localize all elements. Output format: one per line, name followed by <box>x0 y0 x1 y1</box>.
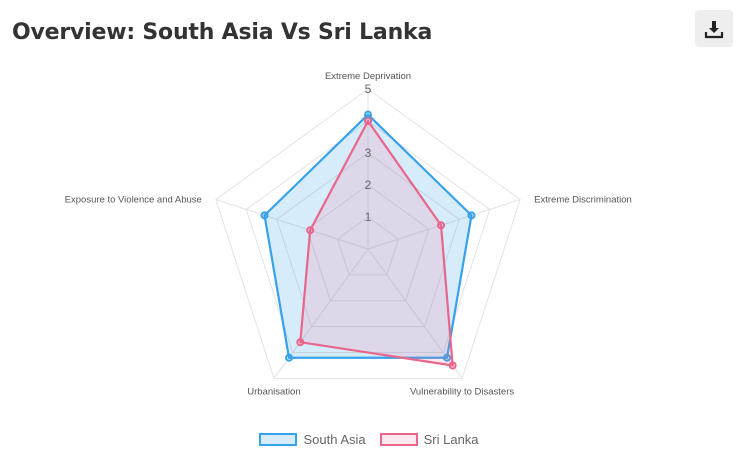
download-icon <box>704 20 724 38</box>
point-south-asia-extreme-deprivation[interactable] <box>364 110 372 119</box>
point-south-asia-exposure-to-violence-and-abuse[interactable] <box>260 211 269 220</box>
point-south-asia-vulnerability-to-disasters[interactable] <box>442 353 451 362</box>
legend-item-sri-lanka[interactable]: Sri Lanka <box>379 432 479 447</box>
axis-label-urbanisation: Urbanisation <box>247 386 300 397</box>
axis-label-exposure-to-violence-and-abuse: Exposure to Violence and Abuse <box>65 195 202 206</box>
axis-label-extreme-discrimination: Extreme Discrimination <box>534 195 632 206</box>
radar-chart: 1 2 3 5 Extreme Deprivation Extreme Discrimi… <box>65 71 632 397</box>
grid-ring-1 <box>336 216 400 276</box>
point-sri-lanka-urbanisation[interactable] <box>296 338 305 347</box>
point-south-asia-extreme-discrimination[interactable] <box>467 211 476 220</box>
legend-label-south-asia: South Asia <box>303 432 366 447</box>
radar-ticks: 1 2 3 5 <box>365 82 372 224</box>
legend-label-sri-lanka: Sri Lanka <box>423 432 479 447</box>
point-sri-lanka-extreme-discrimination[interactable] <box>437 221 446 230</box>
point-south-asia-urbanisation[interactable] <box>285 353 294 362</box>
point-sri-lanka-exposure-to-violence-and-abuse[interactable] <box>306 226 315 235</box>
series-area-south-asia <box>263 113 473 359</box>
point-sri-lanka-vulnerability-to-disasters[interactable] <box>448 361 457 370</box>
axis-label-extreme-deprivation: Extreme Deprivation <box>325 71 411 82</box>
chart-legend: South Asia Sri Lanka <box>0 432 738 447</box>
series-area-sri-lanka <box>299 119 454 367</box>
radar-series <box>260 110 476 370</box>
spoke-exposure-to-violence-and-abuse <box>215 199 369 250</box>
grid-ring-2 <box>306 184 430 302</box>
legend-swatch-south-asia <box>259 433 298 446</box>
tick-label-5: 5 <box>365 82 372 96</box>
page-title: Overview: South Asia Vs Sri Lanka <box>12 20 433 45</box>
grid-ring-3 <box>276 152 460 328</box>
tick-label-3: 3 <box>365 146 372 160</box>
axis-label-vulnerability-to-disasters: Vulnerability to Disasters <box>410 386 514 397</box>
tick-label-1: 1 <box>365 210 372 224</box>
legend-item-south-asia[interactable]: South Asia <box>259 432 366 447</box>
tick-label-2: 2 <box>365 178 372 192</box>
radar-axis-labels: Extreme Deprivation Extreme Discriminatio… <box>65 71 632 397</box>
download-button[interactable] <box>695 10 733 47</box>
point-sri-lanka-extreme-deprivation[interactable] <box>364 117 372 125</box>
legend-swatch-sri-lanka <box>379 433 418 446</box>
grid-ring-5 <box>215 88 521 379</box>
